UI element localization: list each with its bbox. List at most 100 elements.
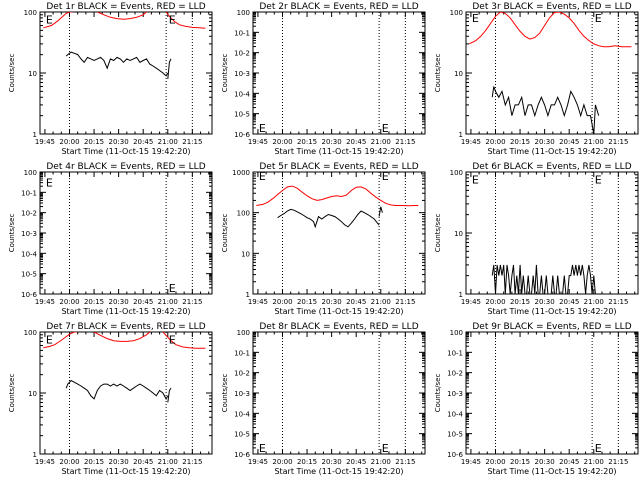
event-marker-label: E (259, 122, 266, 135)
y-axis-label: Counts/sec (8, 374, 16, 413)
chart-panel-2: Det 2r BLACK = Events, RED = LLD Counts/s… (221, 2, 426, 156)
y-axis-label: Counts/sec (221, 54, 229, 93)
x-tick-label: 20:30 (322, 138, 342, 146)
y-tick-label: 100 (450, 329, 463, 337)
x-tick-label: 20:45 (346, 298, 366, 306)
y-tick-label: 10-2 (234, 50, 250, 58)
y-tick-label: 10-3 (21, 230, 37, 238)
x-tick-label: 20:15 (297, 298, 317, 306)
x-axis-label: Start Time (11-Oct-15 19:42:20) (487, 147, 616, 156)
y-tick-label: 100 (450, 169, 463, 177)
y-tick-label: 10-5 (234, 111, 250, 119)
lld-series-line (93, 332, 151, 342)
chart-panel-1: Det 1r BLACK = Events, RED = LLD Counts/s… (8, 2, 213, 156)
chart-panel-3: Det 3r BLACK = Events, RED = LLD Counts/s… (434, 2, 639, 156)
event-marker-label: E (259, 442, 266, 455)
x-tick-label: 19:45 (461, 458, 481, 466)
x-tick-label: 20:15 (297, 138, 317, 146)
x-tick-label: 20:00 (485, 458, 505, 466)
x-axis-label: Start Time (11-Oct-15 19:42:20) (61, 307, 190, 316)
y-tick-label: 10-1 (234, 349, 250, 357)
event-marker-label: E (169, 14, 176, 27)
chart-title: Det 4r BLACK = Events, RED = LLD (46, 162, 205, 172)
plot-frame (465, 171, 639, 295)
chart-title: Det 5r BLACK = Events, RED = LLD (259, 162, 418, 172)
lld-series-line (469, 12, 632, 48)
x-tick-label: 21:00 (371, 138, 391, 146)
x-axis-label: Start Time (11-Oct-15 19:42:20) (274, 147, 403, 156)
x-tick-label: 19:45 (461, 138, 481, 146)
x-tick-label: 20:00 (59, 138, 79, 146)
x-tick-label: 19:45 (35, 458, 55, 466)
event-marker-label: E (169, 282, 176, 295)
chart-title: Det 1r BLACK = Events, RED = LLD (46, 2, 205, 12)
plot-frame (252, 331, 426, 455)
lld-series-line (43, 332, 78, 349)
x-tick-label: 21:00 (371, 298, 391, 306)
plot-frame (252, 11, 426, 135)
y-tick-label: 10 (28, 70, 37, 78)
x-tick-label: 20:15 (510, 458, 530, 466)
x-tick-label: 20:30 (535, 138, 555, 146)
x-tick-label: 20:45 (559, 458, 579, 466)
event-marker-label: E (382, 442, 389, 455)
x-tick-label: 20:00 (485, 138, 505, 146)
x-tick-label: 20:30 (109, 138, 129, 146)
y-tick-label: 10-1 (21, 189, 37, 197)
x-tick-label: 21:15 (608, 298, 628, 306)
y-tick-label: 1 (246, 291, 250, 299)
x-tick-label: 21:15 (395, 458, 415, 466)
event-marker-label: E (595, 12, 602, 25)
x-tick-label: 20:30 (109, 458, 129, 466)
y-tick-label: 10 (454, 70, 463, 78)
y-tick-label: 10-6 (234, 451, 250, 459)
x-tick-label: 20:15 (84, 458, 104, 466)
plot-frame (465, 331, 639, 455)
y-tick-label: 1 (459, 131, 463, 139)
y-tick-label: 1000 (232, 169, 250, 177)
chart-title: Det 9r BLACK = Events, RED = LLD (472, 322, 631, 332)
y-tick-label: 10-2 (447, 370, 463, 378)
chart-title: Det 8r BLACK = Events, RED = LLD (259, 322, 418, 332)
x-tick-label: 21:00 (371, 458, 391, 466)
event-marker-label: E (472, 174, 479, 187)
plot-frame (39, 331, 213, 455)
y-tick-label: 10-6 (234, 131, 250, 139)
x-axis-label: Start Time (11-Oct-15 19:42:20) (487, 467, 616, 476)
plot-frame (39, 11, 213, 135)
y-tick-label: 100 (237, 329, 250, 337)
x-tick-label: 20:15 (297, 458, 317, 466)
x-tick-label: 20:00 (272, 138, 292, 146)
y-tick-label: 10-2 (21, 210, 37, 218)
y-tick-label: 100 (24, 169, 37, 177)
event-marker-label: E (595, 442, 602, 455)
x-tick-label: 20:00 (59, 298, 79, 306)
events-series-line (491, 86, 600, 134)
chart-title: Det 6r BLACK = Events, RED = LLD (472, 162, 631, 172)
x-tick-label: 21:15 (182, 138, 202, 146)
x-tick-label: 20:45 (133, 138, 153, 146)
x-tick-label: 19:45 (248, 298, 268, 306)
x-tick-label: 21:00 (584, 298, 604, 306)
y-tick-label: 100 (237, 210, 250, 218)
y-axis-label: Counts/sec (8, 214, 16, 253)
y-axis-label: Counts/sec (221, 214, 229, 253)
x-tick-label: 20:45 (559, 298, 579, 306)
event-marker-label: E (472, 12, 479, 25)
events-series-line (65, 51, 169, 77)
x-tick-label: 19:45 (248, 138, 268, 146)
x-tick-label: 20:30 (322, 458, 342, 466)
y-tick-label: 10-2 (234, 370, 250, 378)
chart-title: Det 3r BLACK = Events, RED = LLD (472, 2, 631, 12)
y-tick-label: 1 (459, 291, 463, 299)
chart-title: Det 7r BLACK = Events, RED = LLD (46, 322, 205, 332)
y-tick-label: 10-1 (447, 349, 463, 357)
chart-title: Det 2r BLACK = Events, RED = LLD (259, 2, 418, 12)
event-marker-label: E (259, 170, 266, 183)
x-tick-label: 20:45 (346, 138, 366, 146)
x-tick-label: 20:30 (109, 298, 129, 306)
x-tick-label: 20:15 (510, 298, 530, 306)
event-marker-label: E (46, 334, 53, 347)
y-tick-label: 10-5 (234, 431, 250, 439)
